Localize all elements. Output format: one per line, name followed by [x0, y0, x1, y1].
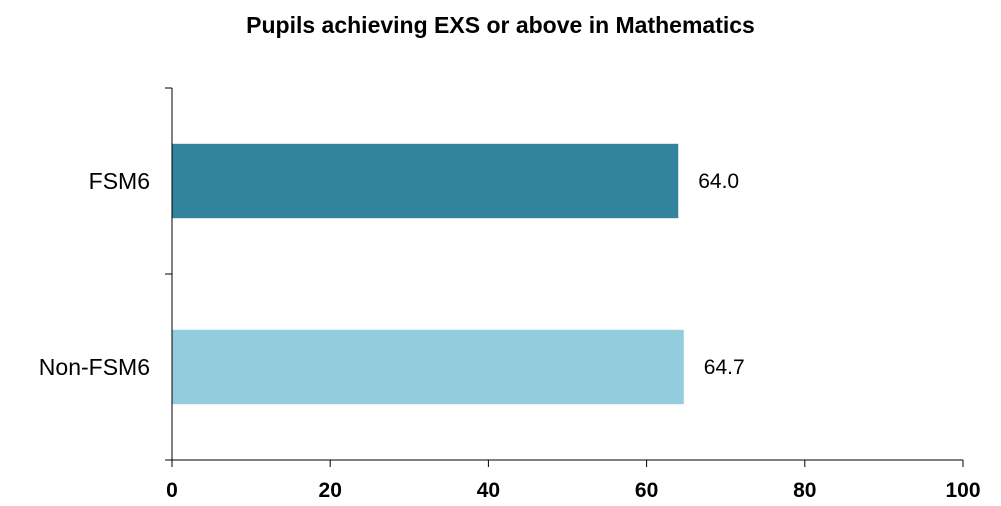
bar-fsm6: [172, 143, 679, 219]
x-tick-label-80: 80: [793, 479, 816, 502]
bars-layer: 64.0 64.7: [172, 143, 745, 405]
bar-non-fsm6: [172, 329, 684, 405]
x-tick-label-60: 60: [635, 479, 658, 502]
axes-layer: FSM6 Non-FSM6 0 20 40 60 80 100: [39, 87, 981, 502]
x-tick-label-20: 20: [319, 479, 342, 502]
x-tick-label-40: 40: [477, 479, 500, 502]
data-label-fsm6: 64.0: [698, 170, 739, 193]
data-label-non-fsm6: 64.7: [704, 356, 745, 379]
category-label-fsm6: FSM6: [89, 168, 150, 194]
x-tick-label-0: 0: [166, 479, 178, 502]
category-label-non-fsm6: Non-FSM6: [39, 354, 150, 380]
chart-title: Pupils achieving EXS or above in Mathema…: [246, 12, 755, 38]
x-tick-label-100: 100: [945, 479, 980, 502]
